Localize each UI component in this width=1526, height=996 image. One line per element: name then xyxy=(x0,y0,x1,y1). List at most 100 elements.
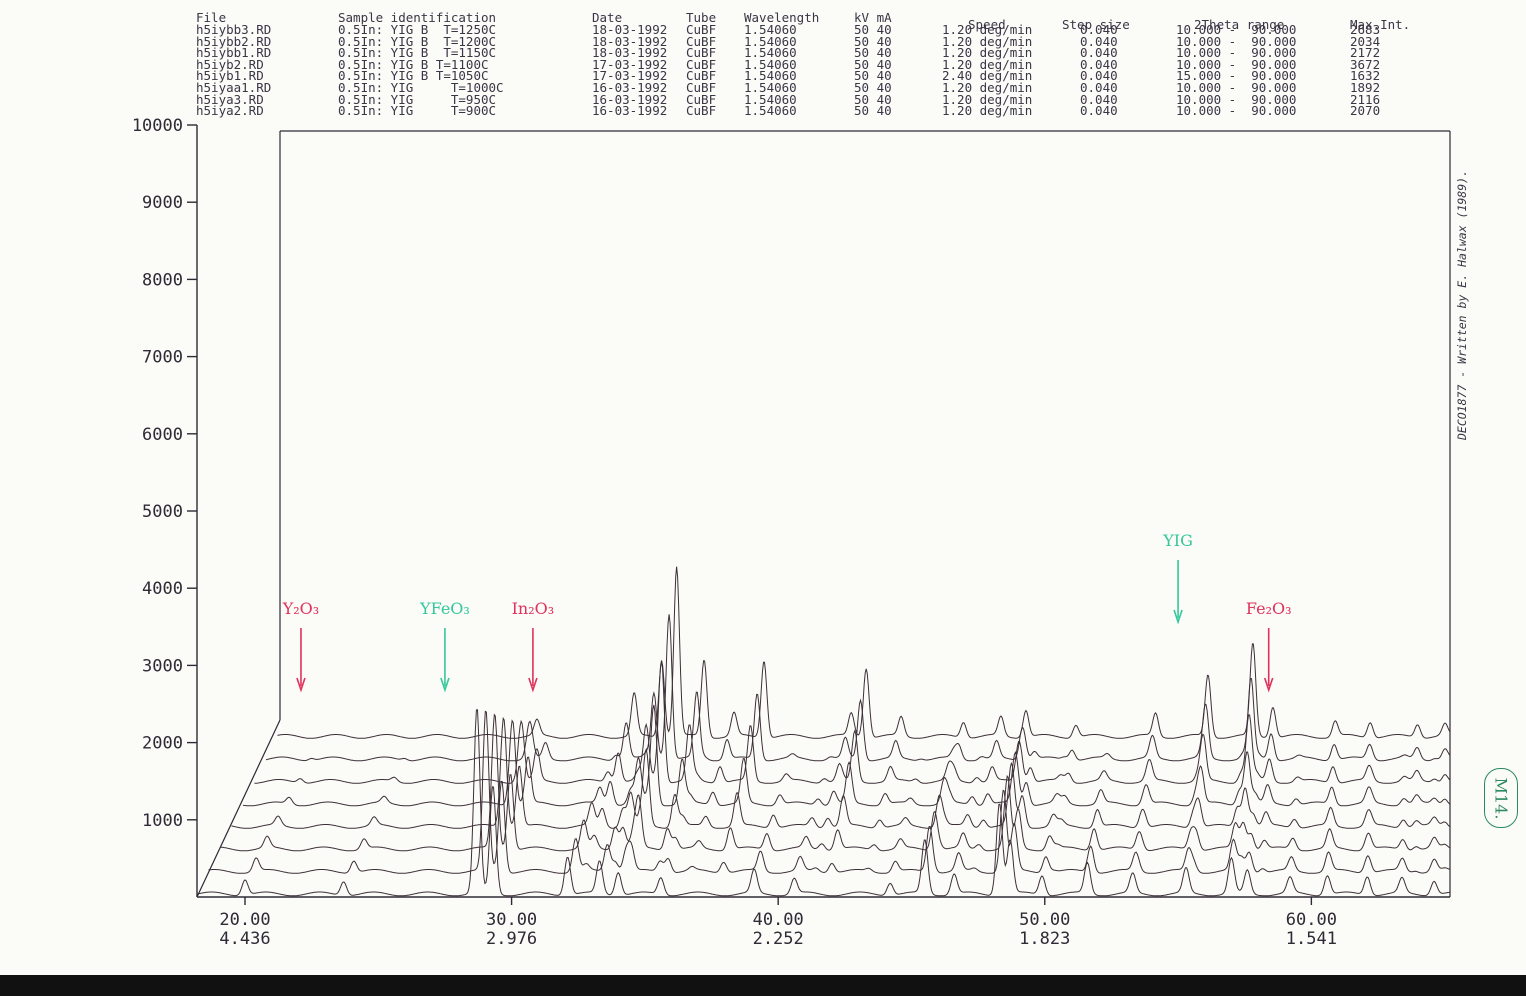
x-tick-d-40: 2.252 xyxy=(753,929,804,949)
header-sample-id: Sample identification xyxy=(338,10,497,25)
header-row-8-col-1: h5iya2.RD xyxy=(196,103,264,119)
header-row-7-col-1: h5iya3.RD xyxy=(196,91,264,107)
header-row-7-col-6: 50 40 xyxy=(854,91,892,107)
header-row-5-col-2: 0.5In: YIG B T=1050C xyxy=(338,68,489,84)
annotation-label-0: Y₂O₃ xyxy=(282,599,320,618)
header-row-1-col-4: CuBF xyxy=(686,22,717,37)
header-row-3-col-9: 10.000 - 90.000 xyxy=(1176,45,1297,61)
header-row-2-col-6: 50 40 xyxy=(854,33,892,49)
header-wavelength: Wavelength xyxy=(744,10,820,25)
header-row-1-col-6: 50 40 xyxy=(854,22,892,37)
sample-header-table: File Sample identification Date Tube Wav… xyxy=(196,10,1436,127)
header-row-8-col-2: 0.5In: YIG T=900C xyxy=(338,103,497,119)
header-row-3-col-5: 1.54060 xyxy=(744,45,797,61)
scan-border xyxy=(0,975,1526,996)
program-credit: DECO1877 - Written by E. Halwax (1989). xyxy=(1455,169,1469,441)
annotation-label-2: In₂O₃ xyxy=(512,599,555,618)
header-row-5-col-3: 17-03-1992 xyxy=(592,68,668,84)
header-row-8-col-9: 10.000 - 90.000 xyxy=(1176,103,1297,119)
header-row-3-col-6: 50 40 xyxy=(854,45,892,61)
header-row-6-col-7: 1.20 deg/min xyxy=(942,80,1033,95)
header-row-8-col-6: 50 40 xyxy=(854,103,892,119)
header-row-5-col-9: 15.000 - 90.000 xyxy=(1176,68,1297,84)
header-row-4-col-1: h5iyb2.RD xyxy=(196,56,264,72)
header-row-5-col-4: CuBF xyxy=(686,68,717,84)
x-tick-d-60: 1.541 xyxy=(1286,929,1337,949)
header-row-6-col-10: 1892 xyxy=(1350,80,1381,95)
header-row-4-col-10: 3672 xyxy=(1350,56,1381,72)
annotation-label-4: Fe₂O₃ xyxy=(1246,599,1292,618)
header-row-2-col-3: 18-03-1992 xyxy=(592,33,668,49)
header-row-2-col-10: 2034 xyxy=(1350,33,1381,49)
trace-h5iyb1.RD xyxy=(231,716,1451,829)
header-row-6-col-6: 50 40 xyxy=(854,80,892,95)
paper-sheet xyxy=(0,0,1526,975)
header-row-7-col-9: 10.000 - 90.000 xyxy=(1176,91,1297,107)
header-2theta-range: 2Theta range xyxy=(1194,17,1285,32)
header-row-8-col-10: 2070 xyxy=(1350,103,1381,119)
header-row-6-col-1: h5iyaa1.RD xyxy=(196,80,272,95)
header-row-2-col-5: 1.54060 xyxy=(744,33,797,49)
header-row-1-col-8: 0.040 xyxy=(1080,22,1118,37)
x-tick-2theta-40: 40.00 xyxy=(753,910,804,930)
header-row-6-col-2: 0.5In: YIG T=1000C xyxy=(338,80,504,95)
header-row-2-col-1: h5iybb2.RD xyxy=(196,33,272,49)
page-stamp-label: M14. xyxy=(1491,777,1511,819)
y-tick-label-3000: 3000 xyxy=(142,656,183,676)
y-tick-label-4000: 4000 xyxy=(142,579,183,599)
header-row-6-col-3: 16-03-1992 xyxy=(592,80,668,95)
header-row-1-col-1: h5iybb3.RD xyxy=(196,22,272,37)
trace-h5iybb2.RD xyxy=(265,614,1451,762)
header-row-1-col-9: 10.000 - 90.000 xyxy=(1176,22,1297,37)
annotation-arrowhead-1 xyxy=(440,677,450,693)
header-row-8-col-3: 16-03-1992 xyxy=(592,103,668,119)
header-row-7-col-8: 0.040 xyxy=(1080,91,1118,107)
header-row-4-col-7: 1.20 deg/min xyxy=(942,56,1033,72)
x-tick-2theta-60: 60.00 xyxy=(1286,910,1337,930)
header-row-5-col-5: 1.54060 xyxy=(744,68,797,84)
header-row-7-col-2: 0.5In: YIG T=950C xyxy=(338,91,497,107)
y-tick-label-9000: 9000 xyxy=(142,193,183,213)
header-row-7-col-7: 1.20 deg/min xyxy=(942,91,1033,107)
header-row-2-col-2: 0.5In: YIG B T=1200C xyxy=(338,33,497,49)
header-max-int: Max.Int. xyxy=(1350,17,1411,32)
header-row-7-col-5: 1.54060 xyxy=(744,91,797,107)
header-row-8-col-7: 1.20 deg/min xyxy=(942,103,1033,119)
x-tick-2theta-30: 30.00 xyxy=(486,910,537,930)
trace-h5iya3.RD xyxy=(208,710,1451,874)
y-tick-label-2000: 2000 xyxy=(142,734,183,754)
y-tick-label-6000: 6000 xyxy=(142,425,183,445)
header-row-7-col-10: 2116 xyxy=(1350,91,1381,107)
header-row-4-col-4: CuBF xyxy=(686,56,717,72)
header-file: File xyxy=(196,10,227,25)
header-row-2-col-7: 1.20 deg/min xyxy=(942,33,1033,49)
header-row-5-col-10: 1632 xyxy=(1350,68,1381,84)
header-row-5-col-8: 0.040 xyxy=(1080,68,1118,84)
header-row-3-col-1: h5iybb1.RD xyxy=(196,45,272,61)
trace-h5iybb1.RD xyxy=(254,660,1451,784)
header-row-6-col-4: CuBF xyxy=(686,80,717,95)
header-row-2-col-4: CuBF xyxy=(686,33,717,49)
waterfall-depth-line xyxy=(196,719,281,898)
annotation-label-3: YIG xyxy=(1162,531,1193,550)
header-row-6-col-8: 0.040 xyxy=(1080,80,1118,95)
x-tick-2theta-20: 20.00 xyxy=(219,910,270,930)
y-tick-label-1000: 1000 xyxy=(142,811,183,831)
header-row-8-col-5: 1.54060 xyxy=(744,103,797,119)
y-tick-label-8000: 8000 xyxy=(142,270,183,290)
header-row-1-col-3: 18-03-1992 xyxy=(592,22,668,37)
trace-h5iyb2.RD xyxy=(242,704,1451,807)
y-tick-label-7000: 7000 xyxy=(142,348,183,368)
header-tube: Tube xyxy=(686,10,717,25)
trace-h5iya2.RD xyxy=(196,709,1451,897)
annotation-arrowhead-0 xyxy=(296,677,306,693)
header-row-4-col-6: 50 40 xyxy=(854,56,892,72)
header-row-3-col-7: 1.20 deg/min xyxy=(942,45,1033,61)
header-row-3-col-4: CuBF xyxy=(686,45,717,61)
header-row-6-col-5: 1.54060 xyxy=(744,80,797,95)
header-row-4-col-2: 0.5In: YIG B T=1100C xyxy=(338,56,489,72)
header-row-3-col-2: 0.5In: YIG B T=1150C xyxy=(338,45,497,61)
annotation-arrowhead-3 xyxy=(1173,609,1183,625)
header-row-1-col-10: 2683 xyxy=(1350,22,1381,37)
annotation-arrowhead-4 xyxy=(1263,677,1274,693)
